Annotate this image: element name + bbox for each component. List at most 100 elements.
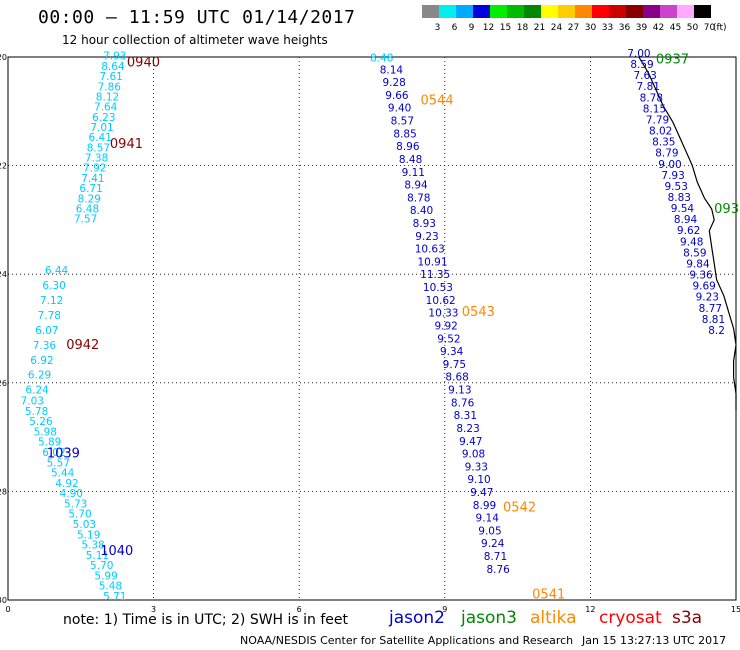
map-subtitle: 12 hour collection of altimeter wave hei… [62, 33, 328, 47]
scale-swatch [490, 5, 507, 18]
wave-height-value: 8.15 [643, 103, 666, 115]
scale-swatch [643, 5, 660, 18]
wave-height-value: 5.73 [64, 498, 87, 510]
y-tick-label: -24 [0, 270, 7, 279]
wave-height-value: 8.59 [683, 247, 706, 259]
x-tick-label: 0 [5, 605, 10, 614]
scale-label: 42 [652, 23, 665, 33]
scale-label: 36 [618, 23, 631, 33]
wave-height-value: 6.48 [76, 203, 99, 215]
wave-height-value: 9.05 [478, 525, 501, 537]
satellite-name-jason2: jason2 [389, 608, 445, 628]
wave-height-value: 8.78 [407, 192, 430, 204]
wave-height-value: 9.28 [382, 77, 405, 89]
scale-label: 3 [434, 23, 441, 33]
scale-swatch [422, 5, 439, 18]
scale-label: 9 [468, 23, 475, 33]
map-frame [7, 56, 737, 601]
wave-height-value: 9.33 [465, 461, 488, 473]
wave-height-value: 8.29 [78, 193, 101, 205]
scale-label: 50 [686, 23, 699, 33]
wave-height-value: 5.38 [81, 540, 104, 552]
pass-time-label: 1039 [47, 446, 80, 461]
x-tick-label: 6 [297, 605, 302, 614]
wave-height-value: 9.47 [459, 436, 482, 448]
wave-height-value: 7.41 [81, 173, 104, 185]
scale-label: 21 [533, 23, 546, 33]
x-tick-label: 15 [731, 605, 740, 614]
pass-time-label: 0940 [127, 55, 160, 70]
wave-height-value: 9.54 [671, 203, 695, 215]
wave-height-value: 9.13 [448, 385, 471, 397]
wave-height-value: 8.79 [655, 148, 678, 160]
y-tick-label: -28 [0, 487, 7, 496]
satellite-name-jason3: jason3 [461, 608, 517, 628]
scale-swatch [541, 5, 558, 18]
wave-height-value: 8.12 [96, 91, 119, 103]
wave-height-value: 8.96 [396, 141, 420, 153]
wave-height-value: 9.62 [677, 225, 700, 237]
wave-height-value: 6.44 [45, 265, 69, 277]
x-tick-label: 12 [585, 605, 595, 614]
footer-note: note: 1) Time is in UTC; 2) SWH is in fe… [63, 612, 349, 628]
scale-swatch [626, 5, 643, 18]
wave-height-value: 7.92 [83, 163, 106, 175]
wave-height-value: 8.59 [630, 59, 653, 71]
wave-height-value: 7.78 [38, 310, 61, 322]
wave-height-value: 8.40 [410, 205, 433, 217]
wave-height-value: 6.71 [79, 183, 102, 195]
wave-height-value: 9.75 [443, 359, 466, 371]
wave-height-value: 5.89 [38, 437, 61, 449]
wave-height-value: 9.66 [385, 90, 409, 102]
wave-height-value: 8.71 [484, 551, 507, 563]
wave-height-value: 6.41 [89, 132, 112, 144]
wave-height-value: 7.86 [98, 81, 122, 93]
wave-height-value: 9.53 [665, 181, 688, 193]
scale-label: 6 [451, 23, 458, 33]
y-tick-label: -22 [0, 162, 7, 171]
wave-height-value: 8.31 [454, 410, 477, 422]
wave-height-value: 8.68 [445, 372, 468, 384]
scale-swatch [456, 5, 473, 18]
scale-swatch [558, 5, 575, 18]
map-title: 00:00 – 11:59 UTC 01/14/2017 [38, 7, 356, 28]
wave-height-value: 4.92 [55, 478, 78, 490]
satellite-name-cryosat: cryosat [599, 608, 662, 628]
wave-height-value: 7.01 [90, 122, 113, 134]
credit-text: NOAA/NESDIS Center for Satellite Applica… [240, 634, 574, 647]
pass-time-label: 0938 [714, 202, 740, 217]
wave-height-value: 9.00 [658, 159, 681, 171]
wave-height-value: 7.61 [99, 71, 122, 83]
scale-label: 18 [516, 23, 529, 33]
wave-height-value: 6.92 [30, 355, 53, 367]
wave-height-value: 9.23 [415, 231, 438, 243]
wave-height-value: 8.93 [413, 218, 436, 230]
wave-height-value: 5.98 [34, 426, 57, 438]
wave-height-value: 10.63 [415, 244, 445, 256]
wave-height-value: 7.63 [633, 70, 656, 82]
scale-swatch [592, 5, 609, 18]
scale-swatch [575, 5, 592, 18]
wave-height-value: 10.91 [417, 256, 447, 268]
wave-height-value: 9.47 [470, 487, 493, 499]
wave-height-value: 6.30 [42, 280, 65, 292]
x-tick-label: 3 [151, 605, 156, 614]
wave-height-value: 5.19 [77, 529, 100, 541]
wave-height-value: 5.78 [25, 406, 48, 418]
wave-height-value: 10.33 [428, 308, 458, 320]
wave-height-value: 10.62 [426, 295, 456, 307]
x-tick-label: 9 [442, 605, 447, 614]
pass-time-label: 0941 [110, 137, 143, 152]
wave-height-value: 7.93 [103, 51, 126, 63]
wave-height-value: 6.24 [25, 385, 49, 397]
wave-height-value: 9.48 [680, 236, 703, 248]
wave-height-value: 9.23 [696, 292, 719, 304]
wave-height-value: 8.02 [649, 126, 672, 138]
wave-height-value: 5.48 [99, 581, 122, 593]
wave-height-value: 7.81 [637, 81, 660, 93]
scale-label: 24 [550, 23, 563, 33]
wave-height-value: 11.35 [420, 269, 450, 281]
wave-height-value: 8.78 [640, 92, 663, 104]
wave-height-value: 9.36 [689, 270, 713, 282]
